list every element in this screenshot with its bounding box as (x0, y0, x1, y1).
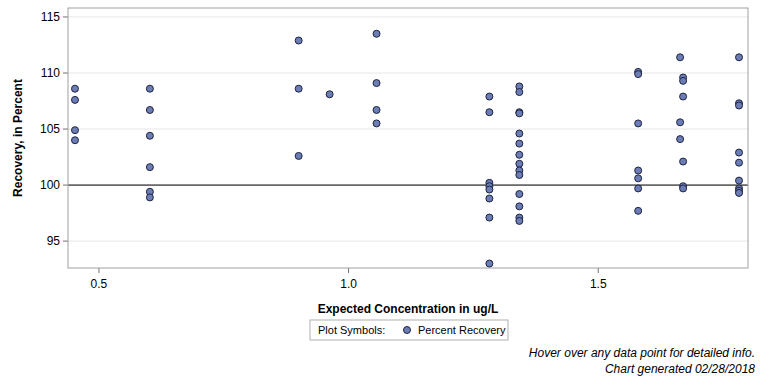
x-axis-label: Expected Concentration in ug/L (318, 302, 499, 316)
point[interactable] (677, 119, 684, 126)
point[interactable] (486, 214, 493, 221)
tick-label: 1.5 (590, 277, 607, 291)
tick-label: 1.0 (340, 277, 357, 291)
point[interactable] (146, 132, 153, 139)
legend-title: Plot Symbols: (318, 324, 385, 336)
point[interactable] (373, 120, 380, 127)
chart-root: 95 100 105 110 115 0.5 1.0 1.5 Expected Concentr… (0, 0, 768, 384)
point[interactable] (516, 203, 523, 210)
point[interactable] (516, 191, 523, 198)
point[interactable] (516, 110, 523, 117)
point[interactable] (146, 164, 153, 171)
point[interactable] (516, 89, 523, 96)
point[interactable] (516, 217, 523, 224)
point[interactable] (295, 85, 302, 92)
point[interactable] (677, 136, 684, 143)
point[interactable] (516, 130, 523, 137)
point[interactable] (71, 127, 78, 134)
point[interactable] (736, 102, 743, 109)
tick (63, 185, 68, 186)
legend-label: Percent Recovery (418, 324, 506, 336)
point[interactable] (486, 186, 493, 193)
chart: 95 100 105 110 115 0.5 1.0 1.5 Expected Concentr… (0, 0, 768, 384)
point[interactable] (635, 120, 642, 127)
point[interactable] (635, 71, 642, 78)
tick (98, 268, 99, 273)
point[interactable] (295, 37, 302, 44)
point[interactable] (736, 54, 743, 61)
point[interactable] (736, 149, 743, 156)
point[interactable] (680, 185, 687, 192)
point[interactable] (486, 109, 493, 116)
point[interactable] (680, 93, 687, 100)
tick (63, 241, 68, 242)
reference-line (68, 185, 748, 186)
point[interactable] (736, 177, 743, 184)
legend: Plot Symbols: Percent Recovery (310, 320, 508, 340)
point[interactable] (516, 140, 523, 147)
tick (348, 268, 349, 273)
tick (63, 16, 68, 17)
tick-label: 95 (47, 234, 61, 248)
point[interactable] (146, 194, 153, 201)
point[interactable] (373, 106, 380, 113)
point[interactable] (326, 91, 333, 98)
point[interactable] (71, 96, 78, 103)
point[interactable] (736, 189, 743, 196)
point[interactable] (516, 160, 523, 167)
point[interactable] (373, 80, 380, 87)
tick (63, 73, 68, 74)
point[interactable] (635, 185, 642, 192)
footnote: Hover over any data point for detailed i… (529, 346, 755, 360)
point[interactable] (71, 85, 78, 92)
grid-line (68, 241, 748, 242)
point[interactable] (516, 171, 523, 178)
point[interactable] (677, 54, 684, 61)
grid-line (68, 185, 748, 186)
point[interactable] (635, 167, 642, 174)
point[interactable] (486, 93, 493, 100)
point[interactable] (486, 260, 493, 267)
grid-line (68, 16, 748, 17)
grid-line (68, 129, 748, 130)
point[interactable] (146, 85, 153, 92)
legend-box (310, 320, 508, 340)
tick (63, 129, 68, 130)
point[interactable] (516, 151, 523, 158)
point[interactable] (680, 77, 687, 84)
point[interactable] (635, 207, 642, 214)
tick-label: 0.5 (91, 277, 108, 291)
point[interactable] (295, 152, 302, 159)
grid-line (68, 73, 748, 74)
y-axis-label: Recovery, in Percent (11, 79, 25, 197)
point[interactable] (373, 30, 380, 37)
tick-label: 110 (41, 66, 60, 80)
background (0, 0, 768, 384)
point[interactable] (635, 175, 642, 182)
tick-label: 105 (40, 122, 60, 136)
point[interactable] (680, 158, 687, 165)
points (71, 30, 742, 267)
tick-label: 115 (41, 10, 60, 24)
point[interactable] (146, 106, 153, 113)
legend-marker (404, 327, 411, 334)
footnote: Chart generated 02/28/2018 (605, 362, 755, 376)
tick (598, 268, 599, 273)
tick-label: 100 (40, 178, 60, 192)
point[interactable] (486, 195, 493, 202)
point[interactable] (71, 137, 78, 144)
point[interactable] (736, 159, 743, 166)
plot-frame (68, 8, 748, 268)
